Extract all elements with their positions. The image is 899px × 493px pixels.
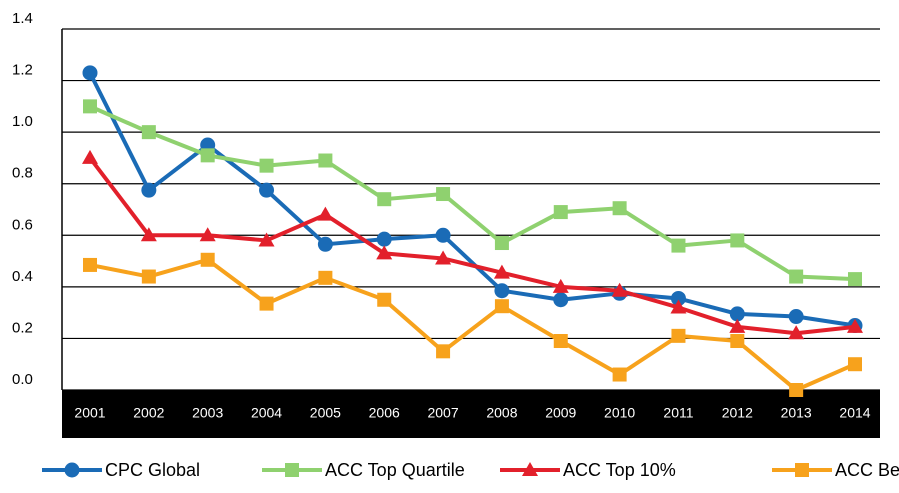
point [848,272,862,287]
point [318,270,333,285]
point [553,205,568,220]
point [848,357,862,372]
point [141,269,156,284]
point [671,238,686,253]
point [436,344,451,359]
y-tick-label: 0.0 [12,371,33,388]
point [730,233,745,248]
legend-marker [64,462,80,478]
point [318,153,333,168]
point [612,367,627,382]
point [494,299,509,314]
point [140,227,157,242]
x-tick-label: 2005 [310,405,341,421]
y-tick-label: 0.2 [12,319,33,336]
point [436,187,451,202]
y-tick-label: 0.4 [12,268,33,285]
point [376,245,393,260]
series-line [88,71,856,328]
point [553,334,568,349]
point [200,252,215,267]
point [199,227,216,242]
point [82,149,98,164]
legend-marker [522,462,538,476]
legend-label: CPC Global [105,460,200,480]
x-tick-label: 2009 [545,405,576,421]
y-tick-label: 0.8 [12,165,33,182]
point [494,236,509,251]
point [789,383,804,397]
x-tick-label: 2011 [663,405,693,421]
x-tick-label: 2013 [781,405,812,421]
point [789,269,804,284]
point [259,182,275,198]
series-line [88,156,856,336]
point [83,99,97,114]
x-tick-label: 2002 [133,405,164,421]
point [729,306,745,322]
point [258,232,275,247]
x-tick-label: 2012 [722,405,753,421]
point [82,65,98,81]
point [494,283,510,299]
legend-label: ACC Top 10% [563,460,676,480]
legend-marker [285,463,299,477]
point [259,158,274,173]
point [730,334,745,349]
x-tick-label: 2008 [486,405,517,421]
point [83,257,97,272]
y-tick-label: 1.0 [12,113,33,130]
y-tick-label: 0.6 [12,216,33,233]
x-tick-label: 2003 [192,405,223,421]
x-tick-label: 2007 [427,405,458,421]
point [141,125,156,140]
point [670,299,687,314]
point [317,206,334,221]
series-line [89,104,856,282]
point [141,182,157,198]
point [376,231,392,247]
point [847,318,863,333]
point [377,292,392,307]
point [259,296,274,311]
point [553,292,569,308]
point [671,328,686,343]
point [788,325,805,340]
point [729,318,746,333]
x-tick-label: 2006 [369,405,400,421]
point [435,250,452,265]
x-tick-label: 2014 [839,405,870,421]
point [200,148,215,163]
legend-label: ACC Best [835,460,899,480]
point [788,309,804,325]
legend-label: ACC Top Quartile [325,460,465,480]
point [612,201,627,216]
point [552,278,569,293]
point [317,236,333,252]
x-tick-label: 2004 [251,405,282,421]
x-tick-label: 2001 [74,405,105,421]
x-tick-label: 2010 [604,405,635,421]
series-line [89,257,856,392]
point [493,264,510,279]
point [670,290,686,306]
y-tick-label: 1.4 [12,10,33,27]
y-tick-label: 1.2 [12,62,33,79]
point [377,192,392,207]
legend-marker [795,463,809,477]
point [435,227,451,243]
point [611,282,628,297]
category-band [62,390,880,438]
